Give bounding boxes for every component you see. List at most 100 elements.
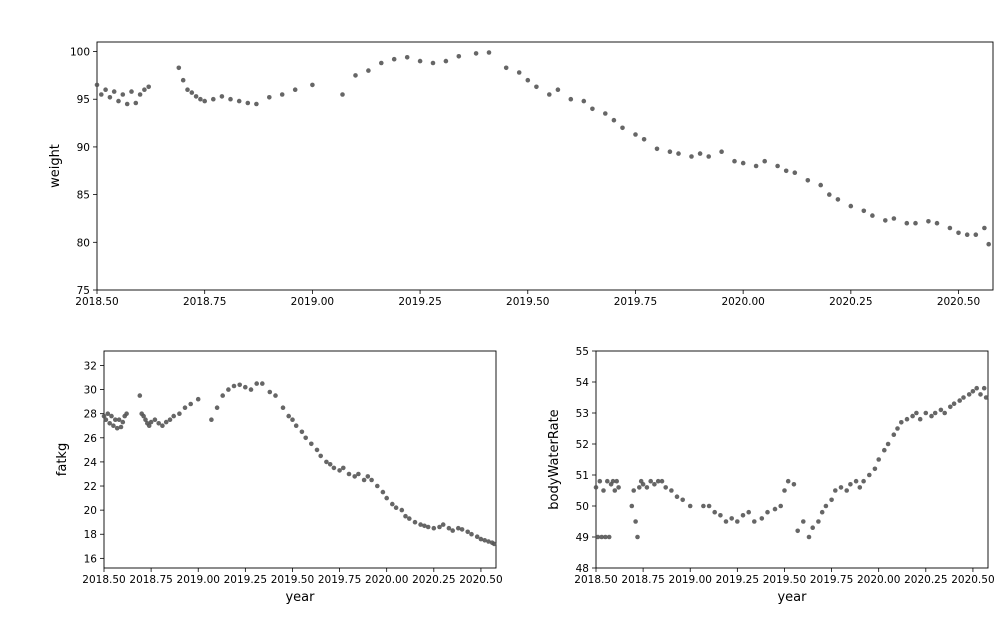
weight-data-point [116,98,121,104]
weight-data-point [228,96,233,102]
fatkg-data-point [365,474,371,479]
fatkg-x-tick-label: 2019.00 [177,574,220,586]
weight-data-point [236,98,242,104]
fatkg-data-point [120,419,126,425]
weight-data-point [706,154,711,159]
fatkg-data-point [491,541,497,547]
weight-data-point [99,92,104,97]
weight-data-point [366,68,371,73]
body-water-rate-data-point [610,478,616,484]
weight-data-point [430,60,436,66]
weight-data-point [964,232,970,237]
body-water-rate-data-point [644,485,650,490]
weight-data-point [516,70,522,75]
fatkg-data-point [380,489,386,495]
body-water-rate-y-tick-label: 51 [576,470,589,482]
weight-data-point [719,149,724,154]
weight-data-point [534,84,539,90]
body-water-rate-y-tick-label: 55 [576,346,589,358]
body-water-rate-data-point [785,478,791,484]
body-water-rate-x-tick-label: 2019.75 [810,574,853,586]
weight-data-point [805,178,811,183]
body-water-rate-y-tick-label: 52 [576,439,589,451]
fatkg-x-tick-label: 2020.50 [459,574,502,586]
fatkg-data-point [318,453,324,459]
weight-y-tick-label: 75 [77,285,90,297]
weight-data-point [176,65,182,71]
weight-data-point [581,98,587,104]
weight-data-point [129,89,134,94]
fatkg-data-point [113,417,118,423]
fatkg-data-point [114,425,120,431]
body-water-rate-data-point [759,516,765,521]
fatkg-data-point [331,465,337,471]
body-water-rate-y-tick-label: 49 [576,532,589,544]
weight-data-point [590,106,595,112]
fatkg-data-point [182,405,188,411]
weight-data-point [740,160,746,166]
body-water-rate-data-point [816,519,821,524]
weight-data-point [111,89,117,94]
weight-data-point [340,92,345,97]
weight-x-tick-label: 2019.00 [291,296,334,308]
weight-data-point [603,111,608,116]
fatkg-data-point [412,519,418,525]
fatkg-data-point [152,417,158,423]
body-water-rate-data-point [712,509,717,515]
body-water-rate-data-point [829,497,834,503]
weight-axes-frame [96,41,994,291]
body-water-rate-data-point [631,488,636,493]
weight-data-point [697,151,703,156]
weight-data-point [211,96,216,102]
weight-data-point [620,125,625,131]
weight-y-tick-label: 85 [77,190,90,202]
weight-data-point [947,225,953,231]
fatkg-x-axis-label: year [285,590,315,605]
weight-data-point [870,213,875,218]
weight-data-point [861,208,867,214]
body-water-rate-data-point [853,478,859,484]
body-water-rate-data-point [680,497,685,503]
fatkg-data-point [459,527,465,532]
fatkg-y-tick-label: 22 [84,481,97,493]
fatkg-y-axis-label: fatkg [55,443,70,476]
fatkg-data-point [220,393,225,398]
fatkg-x-tick-label: 2018.75 [129,574,172,586]
fatkg-data-point [324,459,329,465]
weight-data-point [193,94,199,99]
fatkg-data-point [293,423,299,429]
body-water-rate-data-point [867,472,872,478]
body-water-rate-x-tick-label: 2019.50 [763,574,806,586]
body-water-rate-y-tick-label: 54 [576,377,590,389]
weight-data-point [198,96,203,102]
body-water-rate-data-point [948,404,953,410]
weight-y-tick-label: 90 [77,142,90,154]
weight-data-point [956,230,961,236]
fatkg-data-point [254,381,259,386]
fatkg-data-point [116,417,122,423]
fatkg-data-point [352,474,358,479]
weight-data-point [904,220,910,226]
body-water-rate-data-point [640,482,646,487]
body-water-rate-chart: 2018.50 2018.75 2019.00 2019.25 2019.50 2019.… [547,346,995,605]
body-water-rate-data-point [910,413,915,419]
fatkg-data-point [163,419,169,425]
body-water-rate-data-point [669,488,674,493]
fatkg-y-tick-label: 28 [84,409,97,421]
fatkg-y-tick-label: 18 [84,529,97,541]
weight-data-point [137,92,143,97]
fatkg-data-point [101,413,107,419]
fatkg-data-point [384,495,390,501]
weight-data-point [555,87,561,92]
weight-data-point [94,82,100,88]
weight-data-point [279,92,285,97]
body-water-rate-y-axis-label: bodyWaterRate [547,409,562,509]
weight-data-point [292,87,298,92]
body-water-rate-data-point [806,534,812,540]
fatkg-data-point [465,529,471,535]
weight-data-point [103,87,108,92]
fatkg-y-tick-label: 20 [84,505,97,517]
body-water-rate-data-point [810,525,815,530]
fatkg-data-point [267,389,273,395]
weight-data-point [762,158,767,164]
